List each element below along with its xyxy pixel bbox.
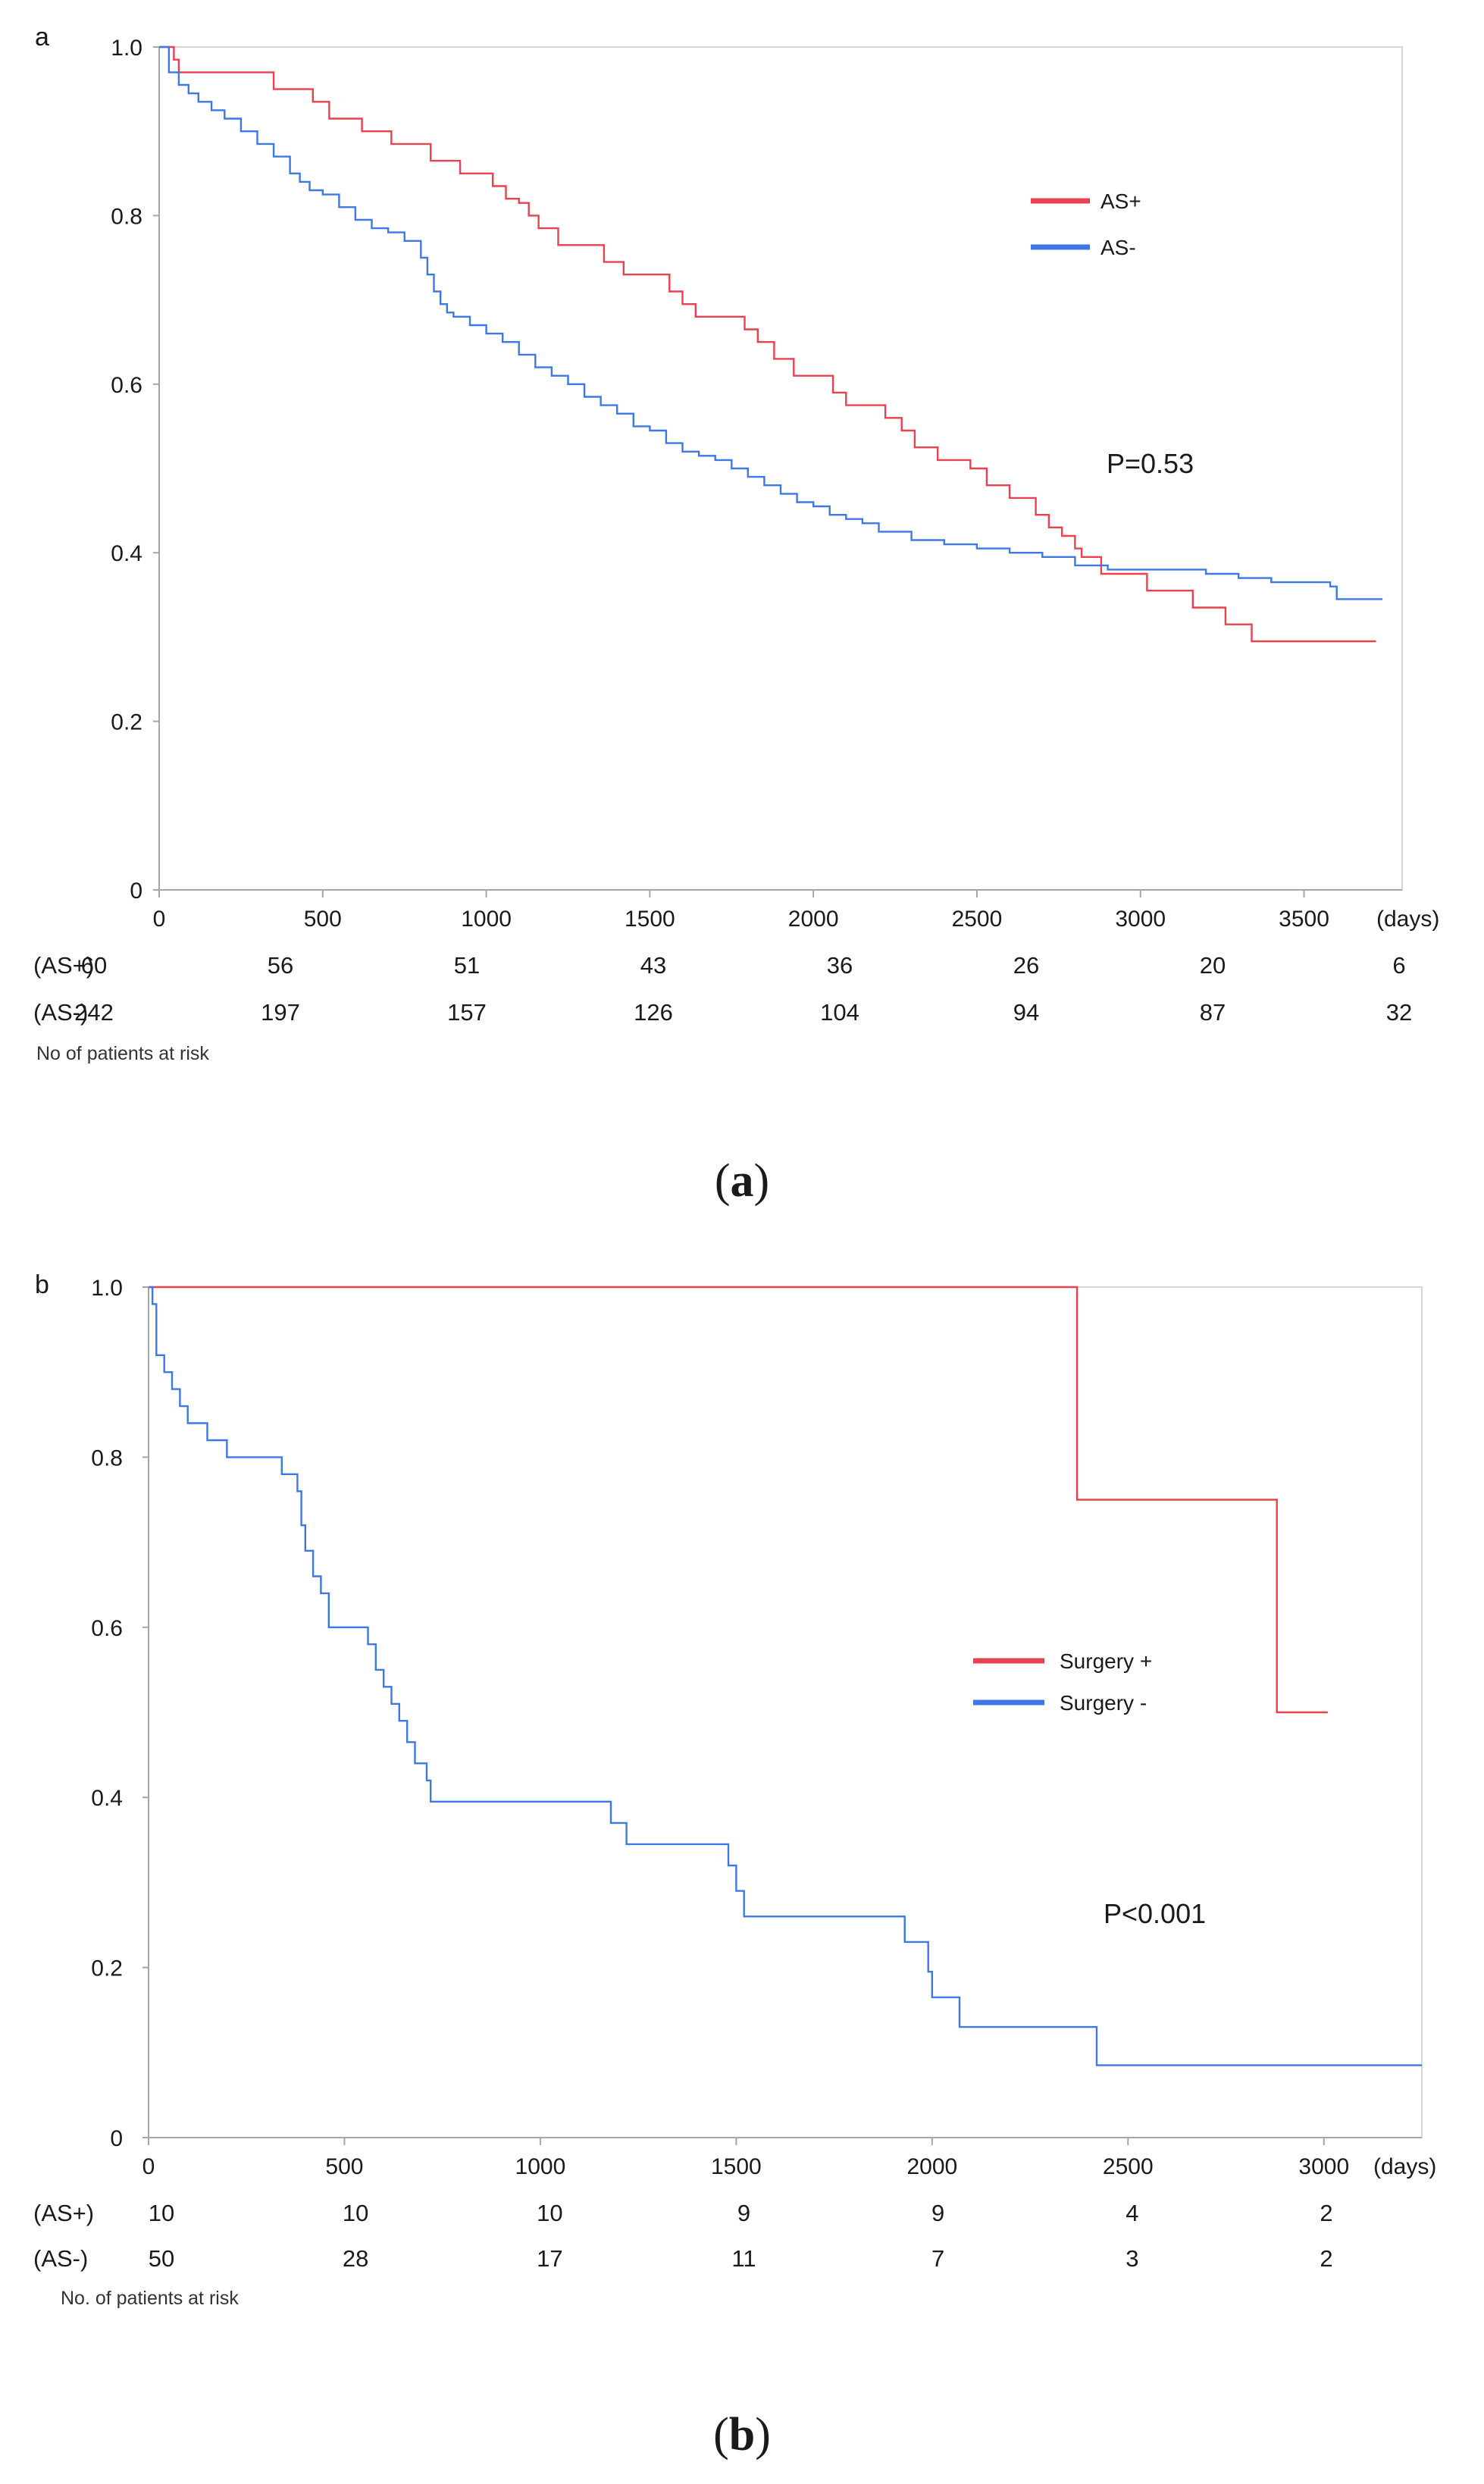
panel-b-risk-note: No. of patients at risk <box>61 2288 239 2309</box>
panel-a-risk-value: 60 <box>81 952 107 979</box>
panel-a-risk-value: 94 <box>1013 999 1039 1026</box>
panel-b-x-tick-label: 2000 <box>906 2154 957 2179</box>
panel-b-risk-value: 7 <box>931 2245 944 2272</box>
panel-b-curve-surgery-plus <box>149 1286 1328 1714</box>
panel-b-x-tick-label: 1000 <box>515 2154 566 2179</box>
panel-a-curve-asminus <box>159 45 1383 600</box>
panel-a-x-unit: (days) <box>1376 907 1439 932</box>
panel-b-legend-label-surgery-minus: Surgery - <box>1060 1691 1147 1715</box>
panel-b-curve-surgery-minus <box>149 1286 1422 2066</box>
panel-b-x-ticks: 0 500 1000 1500 2000 2500 3000 <box>142 2138 1349 2179</box>
panel-a-risk-value: 157 <box>447 999 487 1026</box>
panel-a-y-tick-label: 0.6 <box>111 373 142 398</box>
panel-a-risk-value: 51 <box>454 952 480 979</box>
panel-b-x-tick-label: 2500 <box>1103 2154 1154 2179</box>
panel-a-curve-asplus <box>159 45 1376 643</box>
panel-b-legend: Surgery + Surgery - <box>973 1649 1152 1715</box>
panel-a-chart: a 0 0.2 0.4 0.6 0.8 1.0 0 500 1000 1500 2000 2500 3… <box>33 23 1439 1064</box>
panel-a-label: a <box>35 23 49 52</box>
panel-b-risk-value: 28 <box>343 2245 368 2272</box>
panel-b-chart: b 0 0.2 0.4 0.6 0.8 1.0 0 500 1000 1500 2000 2500 3… <box>33 1270 1436 2309</box>
panel-a-risk-value: 56 <box>268 952 293 979</box>
panel-a-x-tick-label: 2500 <box>952 907 1003 932</box>
caption-a-letter: a <box>731 1155 754 1207</box>
panel-b-series <box>149 1286 1422 2066</box>
panel-b-risk-value: 10 <box>149 2200 174 2226</box>
panel-a-risk-value: 26 <box>1013 952 1039 979</box>
panel-b-risk-value: 4 <box>1126 2200 1138 2226</box>
panel-b-risk-value: 10 <box>343 2200 368 2226</box>
panel-a-risk-value: 104 <box>820 999 859 1026</box>
panel-a-y-ticks: 0 0.2 0.4 0.6 0.8 1.0 <box>111 36 159 904</box>
panel-b-y-tick-label: 0.2 <box>91 1956 123 1981</box>
panel-b-y-tick-label: 0 <box>110 2126 123 2151</box>
panel-b-risk-label-as-plus: (AS+) <box>33 2200 94 2226</box>
panel-b-risk-value: 11 <box>731 2245 756 2272</box>
panel-a-risk-value: 20 <box>1200 952 1226 979</box>
panel-b-y-tick-label: 0.4 <box>91 1786 123 1811</box>
panel-a-risk-note: No of patients at risk <box>36 1043 209 1064</box>
panel-a-y-tick-label: 0.8 <box>111 204 142 229</box>
panel-b-x-tick-label: 1500 <box>711 2154 762 2179</box>
panel-a-x-tick-label: 3500 <box>1279 907 1329 932</box>
panel-b-risk-value: 2 <box>1320 2245 1332 2272</box>
panel-b-risk-value: 9 <box>737 2200 750 2226</box>
panel-a-x-tick-label: 1500 <box>625 907 675 932</box>
panel-a-x-tick-label: 2000 <box>788 907 839 932</box>
panel-b-x-tick-label: 0 <box>142 2154 155 2179</box>
caption-a: (a) <box>715 1155 769 1207</box>
panel-a-y-tick-label: 0.2 <box>111 710 142 735</box>
panel-b-risk-value: 10 <box>537 2200 562 2226</box>
panel-b-risk-value: 3 <box>1126 2245 1138 2272</box>
panel-a-risk-values: 60 56 51 43 36 26 20 6 242 197 157 126 104 94 87 32 <box>74 952 1412 1026</box>
panel-a-legend: AS+ AS- <box>1031 190 1141 259</box>
panel-a-risk-value: 197 <box>261 999 300 1026</box>
panel-b-y-ticks: 0 0.2 0.4 0.6 0.8 1.0 <box>91 1276 149 2151</box>
panel-a-x-tick-label: 0 <box>153 907 166 932</box>
panel-a-risk-label-as-plus: (AS+) <box>33 952 94 979</box>
panel-a-series <box>159 45 1383 643</box>
panel-a-risk-value: 126 <box>634 999 673 1026</box>
panel-a-risk-value: 6 <box>1392 952 1405 979</box>
panel-b-risk-value: 2 <box>1320 2200 1332 2226</box>
panel-b-legend-label-surgery-plus: Surgery + <box>1060 1649 1152 1673</box>
panel-a-risk-value: 43 <box>640 952 666 979</box>
panel-b-p-value: P<0.001 <box>1104 1898 1206 1929</box>
panel-b-risk-value: 50 <box>149 2245 174 2272</box>
panel-a-risk-label-as-minus: (AS-) <box>33 999 88 1026</box>
panel-b-risk-value: 9 <box>931 2200 944 2226</box>
panel-a-risk-value: 36 <box>827 952 853 979</box>
panel-b-risk-label-as-minus: (AS-) <box>33 2245 88 2272</box>
panel-b-y-tick-label: 0.8 <box>91 1446 123 1471</box>
panel-a-legend-label-as-plus: AS+ <box>1100 190 1141 213</box>
panel-b-y-tick-label: 0.6 <box>91 1616 123 1641</box>
panel-b-label: b <box>35 1270 49 1299</box>
panel-b-risk-values: 10 10 10 9 9 4 2 50 28 17 11 7 3 2 <box>149 2200 1333 2272</box>
panel-b-risk-value: 17 <box>537 2245 562 2272</box>
panel-a-legend-label-as-minus: AS- <box>1100 236 1136 259</box>
panel-a-y-tick-label: 1.0 <box>111 36 142 61</box>
panel-a-risk-value: 242 <box>74 999 114 1026</box>
panel-a-risk-table: (AS+) (AS-) 60 56 51 43 36 26 20 6 242 197 157 126 1… <box>33 952 1412 1064</box>
panel-a-x-tick-label: 1000 <box>461 907 512 932</box>
panel-b-x-tick-label: 3000 <box>1298 2154 1349 2179</box>
panel-a-y-tick-label: 0.4 <box>111 541 142 566</box>
caption-b: (b) <box>713 2409 771 2461</box>
panel-a-risk-value: 87 <box>1200 999 1226 1026</box>
panel-a-p-value: P=0.53 <box>1107 448 1194 479</box>
panel-a-y-tick-label: 0 <box>130 879 142 904</box>
panel-b-x-unit: (days) <box>1373 2154 1436 2179</box>
caption-b-letter: b <box>729 2409 755 2461</box>
panel-a-x-tick-label: 500 <box>304 907 342 932</box>
panel-b-y-tick-label: 1.0 <box>91 1276 123 1301</box>
panel-a-risk-value: 32 <box>1386 999 1412 1026</box>
panel-b-risk-table: (AS+) (AS-) 10 10 10 9 9 4 2 50 28 17 11 7 3 2 No. of… <box>33 2200 1333 2309</box>
panel-a-x-ticks: 0 500 1000 1500 2000 2500 3000 3500 <box>153 890 1329 932</box>
panel-b-x-tick-label: 500 <box>325 2154 363 2179</box>
panel-a-x-tick-label: 3000 <box>1115 907 1166 932</box>
